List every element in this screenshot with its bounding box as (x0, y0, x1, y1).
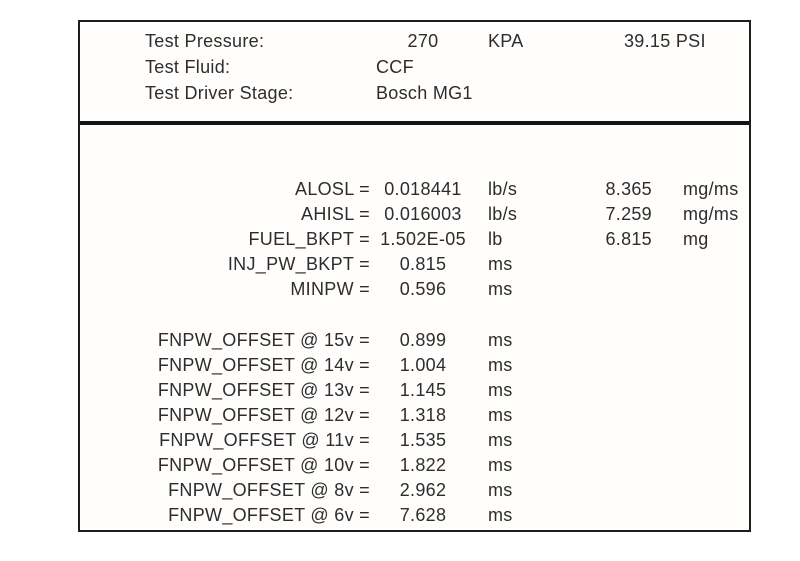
parameter-alt-unit (652, 252, 749, 277)
parameter-label: ALOSL = (295, 179, 370, 199)
pw-offset-label: FNPW_OFFSET @ 10v = (157, 455, 370, 475)
pw-offset-row: FNPW_OFFSET @ 15v = 0.899 ms (80, 328, 749, 353)
pw-offset-value: 1.145 (399, 380, 447, 400)
parameter-unit: lb/s (488, 204, 518, 224)
pw-offset-value: 7.628 (399, 505, 447, 525)
parameter-alt-unit: mg/ms (683, 204, 739, 224)
parameter-alt-unit (652, 277, 749, 302)
test-info-value: CCF (376, 57, 414, 77)
pw-offset-row: FNPW_OFFSET @ 13v = 1.145 ms (80, 378, 749, 403)
test-info-unit (476, 54, 572, 80)
parameter-unit: lb (488, 229, 503, 249)
pw-offset-unit: ms (488, 505, 513, 525)
parameter-row: ALOSL = 0.018441 lb/s 8.365 mg/ms (80, 177, 749, 202)
pw-offset-label: FNPW_OFFSET @ 13v = (157, 380, 370, 400)
test-info-label: Test Fluid: (145, 57, 231, 77)
parameter-row: FUEL_BKPT = 1.502E-05 lb 6.815 mg (80, 227, 749, 252)
parameter-alt-value: 7.259 (605, 204, 652, 224)
pw-offset-unit: ms (488, 430, 513, 450)
parameter-value: 1.502E-05 (380, 229, 466, 249)
parameter-alt-value (572, 252, 652, 277)
pw-offset-unit: ms (488, 480, 513, 500)
pw-offset-row: FNPW_OFFSET @ 12v = 1.318 ms (80, 403, 749, 428)
calibration-section: ALOSL = 0.018441 lb/s 8.365 mg/ms AHISL … (80, 125, 749, 528)
test-info-value: 270 (407, 31, 439, 51)
test-info-alt-value (572, 54, 749, 80)
parameter-value: 0.018441 (384, 179, 462, 199)
pw-offset-unit: ms (488, 405, 513, 425)
pw-offset-row: FNPW_OFFSET @ 6v = 7.628 ms (80, 503, 749, 528)
pw-offset-label: FNPW_OFFSET @ 8v = (168, 480, 370, 500)
pw-offset-value: 1.004 (399, 355, 447, 375)
test-info-alt-value: 39.15 PSI (624, 31, 706, 51)
parameter-alt-unit: mg/ms (683, 179, 739, 199)
parameter-unit: ms (488, 279, 513, 299)
test-info-alt-value (572, 80, 749, 106)
pw-offset-value: 0.899 (399, 330, 447, 350)
pw-offset-label: FNPW_OFFSET @ 11v = (159, 430, 370, 450)
pw-offset-label: FNPW_OFFSET @ 6v = (168, 505, 370, 525)
parameters-block: ALOSL = 0.018441 lb/s 8.365 mg/ms AHISL … (80, 177, 749, 302)
test-info-section: Test Pressure: 270 KPA 39.15 PSI Test Fl… (80, 22, 749, 121)
test-info-value: Bosch MG1 (376, 83, 473, 103)
test-info-label: Test Pressure: (145, 31, 265, 51)
parameter-row: MINPW = 0.596 ms (80, 277, 749, 302)
parameter-row: INJ_PW_BKPT = 0.815 ms (80, 252, 749, 277)
pw-offset-unit: ms (488, 380, 513, 400)
pw-offset-row: FNPW_OFFSET @ 8v = 2.962 ms (80, 478, 749, 503)
pw-offset-label: FNPW_OFFSET @ 15v = (157, 330, 370, 350)
parameter-unit: ms (488, 254, 513, 274)
section-divider (80, 121, 749, 125)
parameter-row: AHISL = 0.016003 lb/s 7.259 mg/ms (80, 202, 749, 227)
pw-offset-row: FNPW_OFFSET @ 10v = 1.822 ms (80, 453, 749, 478)
parameter-alt-unit: mg (683, 229, 709, 249)
pw-offset-label: FNPW_OFFSET @ 12v = (157, 405, 370, 425)
test-info-label: Test Driver Stage: (145, 83, 294, 103)
pw-offset-label: FNPW_OFFSET @ 14v = (157, 355, 370, 375)
test-info-row: Test Fluid: CCF (80, 54, 749, 80)
test-info-unit: KPA (488, 31, 524, 51)
injector-test-data-sheet: Test Pressure: 270 KPA 39.15 PSI Test Fl… (78, 20, 751, 532)
pw-offset-value: 2.962 (399, 480, 447, 500)
pw-offset-value: 1.318 (399, 405, 447, 425)
parameter-label: FUEL_BKPT = (248, 229, 370, 249)
parameter-unit: lb/s (488, 179, 518, 199)
test-info-row: Test Driver Stage: Bosch MG1 (80, 80, 749, 106)
parameter-alt-value (572, 277, 652, 302)
parameter-value: 0.016003 (384, 204, 462, 224)
parameter-value: 0.596 (399, 279, 447, 299)
pw-offset-unit: ms (488, 330, 513, 350)
pw-offset-row: FNPW_OFFSET @ 11v = 1.535 ms (80, 428, 749, 453)
pw-offset-unit: ms (488, 355, 513, 375)
parameter-label: INJ_PW_BKPT = (227, 254, 370, 274)
pw-offset-unit: ms (488, 455, 513, 475)
test-info-unit (476, 80, 572, 106)
parameter-alt-value: 6.815 (605, 229, 652, 249)
parameter-label: MINPW = (290, 279, 370, 299)
parameter-label: AHISL = (301, 204, 370, 224)
pw-offset-value: 1.822 (399, 455, 447, 475)
parameter-alt-value: 8.365 (605, 179, 652, 199)
pw-offsets-block: FNPW_OFFSET @ 15v = 0.899 ms FNPW_OFFSET… (80, 328, 749, 528)
pw-offset-row: FNPW_OFFSET @ 14v = 1.004 ms (80, 353, 749, 378)
pw-offset-value: 1.535 (399, 430, 447, 450)
parameter-value: 0.815 (399, 254, 447, 274)
test-info-row: Test Pressure: 270 KPA 39.15 PSI (80, 28, 749, 54)
